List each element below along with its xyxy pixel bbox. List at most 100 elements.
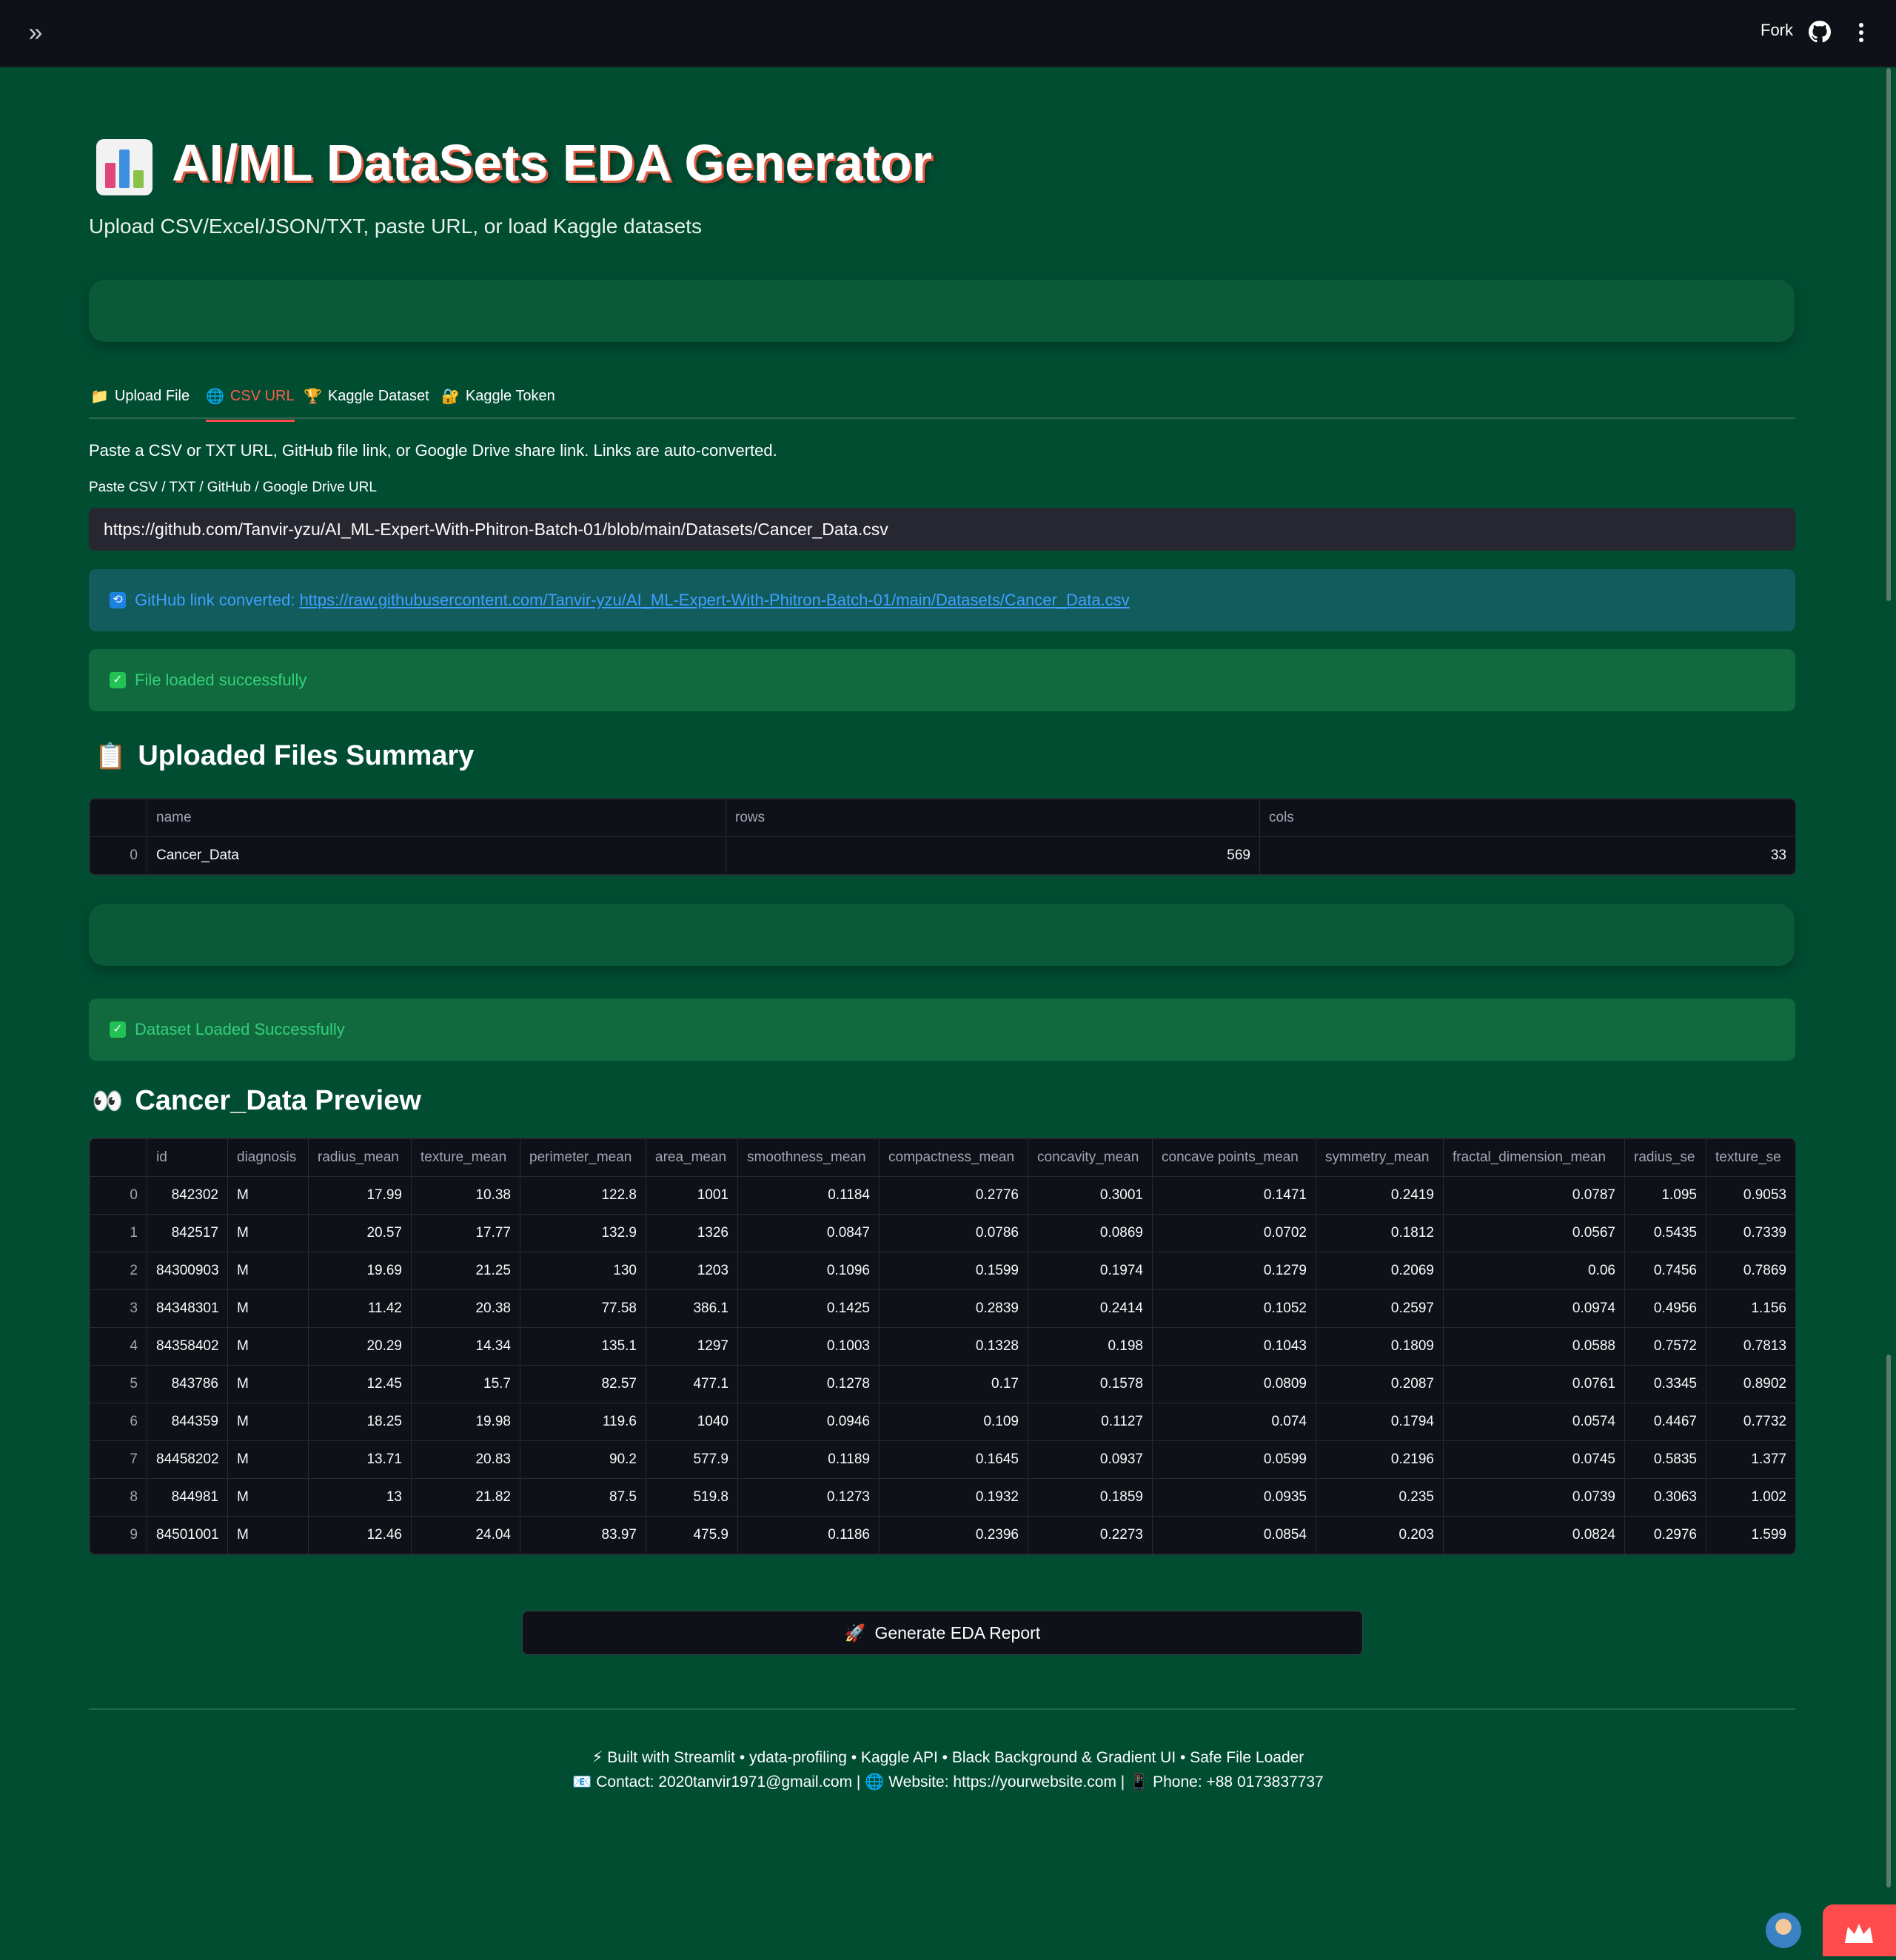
table-cell[interactable]: 0.1328 (879, 1327, 1028, 1366)
table-row[interactable]: 0 842302 M 17.99 10.38 122.8 1001 0.1184 0.2776 0… (90, 1176, 1795, 1215)
table-cell[interactable]: 0.0702 (1152, 1214, 1316, 1252)
table-cell[interactable]: 21.25 (411, 1252, 520, 1290)
table-cell[interactable]: 0.2273 (1028, 1516, 1153, 1554)
table-cell[interactable]: 0.1578 (1028, 1365, 1153, 1403)
table-cell[interactable]: 0.1096 (737, 1252, 880, 1290)
table-cell[interactable]: 17.77 (411, 1214, 520, 1252)
column-header[interactable]: smoothness_mean (737, 1138, 880, 1177)
table-cell[interactable]: 1.156 (1706, 1289, 1795, 1328)
table-cell[interactable]: 77.58 (520, 1289, 646, 1328)
table-cell[interactable]: 0.7339 (1706, 1214, 1795, 1252)
table-cell[interactable]: 82.57 (520, 1365, 646, 1403)
table-cell[interactable]: M (227, 1176, 309, 1215)
table-cell[interactable]: 0.3063 (1624, 1478, 1706, 1517)
table-cell[interactable]: 20.38 (411, 1289, 520, 1328)
table-row[interactable]: 5 843786 M 12.45 15.7 82.57 477.1 0.1278 0.17 0.1… (90, 1365, 1795, 1403)
expand-sidebar-icon[interactable]: » (28, 19, 43, 47)
table-cell[interactable]: 843786 (147, 1365, 228, 1403)
table-cell[interactable]: 90.2 (520, 1440, 646, 1479)
table-cell[interactable]: 84300903 (147, 1252, 228, 1290)
table-cell[interactable]: 14.34 (411, 1327, 520, 1366)
table-cell[interactable]: 0.2776 (879, 1176, 1028, 1215)
table-cell[interactable]: 0.109 (879, 1403, 1028, 1441)
table-cell[interactable]: M (227, 1252, 309, 1290)
table-cell[interactable]: 1.377 (1706, 1440, 1795, 1479)
table-cell[interactable]: 0.074 (1152, 1403, 1316, 1441)
table-cell[interactable]: 0.2087 (1316, 1365, 1444, 1403)
table-cell[interactable]: 0.3001 (1028, 1176, 1153, 1215)
table-cell[interactable]: 0.1932 (879, 1478, 1028, 1517)
table-cell[interactable]: 0.1052 (1152, 1289, 1316, 1328)
summary-table[interactable]: name rows cols 0 Cancer_Data 569 33 (89, 798, 1796, 876)
streamlit-badge[interactable] (1823, 1904, 1896, 1956)
table-cell[interactable]: 1.002 (1706, 1478, 1795, 1517)
table-cell[interactable]: 0.1599 (879, 1252, 1028, 1290)
table-cell[interactable]: 0.7456 (1624, 1252, 1706, 1290)
table-cell[interactable]: 0.0787 (1443, 1176, 1625, 1215)
avatar[interactable] (1766, 1913, 1801, 1948)
table-cell[interactable]: 1.095 (1624, 1176, 1706, 1215)
table-cell[interactable]: 0.203 (1316, 1516, 1444, 1554)
table-cell[interactable]: M (227, 1289, 309, 1328)
table-cell[interactable]: 132.9 (520, 1214, 646, 1252)
column-header[interactable]: perimeter_mean (520, 1138, 646, 1177)
table-cell[interactable]: 84348301 (147, 1289, 228, 1328)
table-cell[interactable]: 0.1471 (1152, 1176, 1316, 1215)
column-header[interactable]: concavity_mean (1028, 1138, 1153, 1177)
table-row[interactable]: 4 84358402 M 20.29 14.34 135.1 1297 0.1003 0.132… (90, 1327, 1795, 1366)
table-cell[interactable]: M (227, 1516, 309, 1554)
column-header[interactable]: cols (1259, 799, 1795, 837)
table-cell[interactable]: 569 (726, 836, 1260, 875)
table-cell[interactable]: 0.0567 (1443, 1214, 1625, 1252)
column-header[interactable]: radius_se (1624, 1138, 1706, 1177)
table-cell[interactable]: 0.0745 (1443, 1440, 1625, 1479)
table-row[interactable]: 3 84348301 M 11.42 20.38 77.58 386.1 0.1425 0.28… (90, 1289, 1795, 1328)
table-cell[interactable]: 0.2196 (1316, 1440, 1444, 1479)
table-cell[interactable]: 0.1189 (737, 1440, 880, 1479)
table-cell[interactable]: 0.2414 (1028, 1289, 1153, 1328)
table-cell[interactable]: 0.0869 (1028, 1214, 1153, 1252)
table-cell[interactable]: 0.0974 (1443, 1289, 1625, 1328)
table-cell[interactable]: 1203 (646, 1252, 738, 1290)
table-cell[interactable]: 844359 (147, 1403, 228, 1441)
column-header[interactable]: rows (726, 799, 1260, 837)
table-cell[interactable]: 477.1 (646, 1365, 738, 1403)
table-cell[interactable]: 12.45 (308, 1365, 412, 1403)
table-row[interactable]: 2 84300903 M 19.69 21.25 130 1203 0.1096 0.1599 0… (90, 1252, 1795, 1290)
table-cell[interactable]: 0.0847 (737, 1214, 880, 1252)
table-cell[interactable]: 0.0824 (1443, 1516, 1625, 1554)
table-cell[interactable]: M (227, 1327, 309, 1366)
table-cell[interactable]: 19.98 (411, 1403, 520, 1441)
table-cell[interactable]: 21.82 (411, 1478, 520, 1517)
table-cell[interactable]: 1.599 (1706, 1516, 1795, 1554)
table-cell[interactable]: 0.1809 (1316, 1327, 1444, 1366)
table-cell[interactable]: 0.235 (1316, 1478, 1444, 1517)
table-cell[interactable]: 0.5435 (1624, 1214, 1706, 1252)
generate-eda-button[interactable]: 🚀 Generate EDA Report (522, 1611, 1363, 1655)
table-cell[interactable]: 844981 (147, 1478, 228, 1517)
table-cell[interactable]: 0.1186 (737, 1516, 880, 1554)
preview-table[interactable]: id diagnosis radius_mean texture_mean perime… (89, 1138, 1796, 1555)
table-cell[interactable]: 0.2976 (1624, 1516, 1706, 1554)
table-cell[interactable]: 84501001 (147, 1516, 228, 1554)
table-cell[interactable]: 0.1273 (737, 1478, 880, 1517)
table-cell[interactable]: 11.42 (308, 1289, 412, 1328)
column-header[interactable]: id (147, 1138, 228, 1177)
table-cell[interactable]: 20.83 (411, 1440, 520, 1479)
url-input[interactable] (89, 508, 1795, 551)
table-cell[interactable]: 13.71 (308, 1440, 412, 1479)
column-header[interactable]: radius_mean (308, 1138, 412, 1177)
table-cell[interactable]: M (227, 1403, 309, 1441)
table-cell[interactable]: 577.9 (646, 1440, 738, 1479)
table-cell[interactable]: 17.99 (308, 1176, 412, 1215)
table-cell[interactable]: 33 (1259, 836, 1795, 875)
table-cell[interactable]: 0.1974 (1028, 1252, 1153, 1290)
table-cell[interactable]: 0.17 (879, 1365, 1028, 1403)
tab-csv-url[interactable]: 🌐 CSV URL (206, 387, 295, 422)
table-cell[interactable]: 20.57 (308, 1214, 412, 1252)
table-cell[interactable]: 0.8902 (1706, 1365, 1795, 1403)
table-cell[interactable]: 0.1127 (1028, 1403, 1153, 1441)
table-cell[interactable]: 10.38 (411, 1176, 520, 1215)
column-header[interactable]: concave points_mean (1152, 1138, 1316, 1177)
table-cell[interactable]: 0.2597 (1316, 1289, 1444, 1328)
